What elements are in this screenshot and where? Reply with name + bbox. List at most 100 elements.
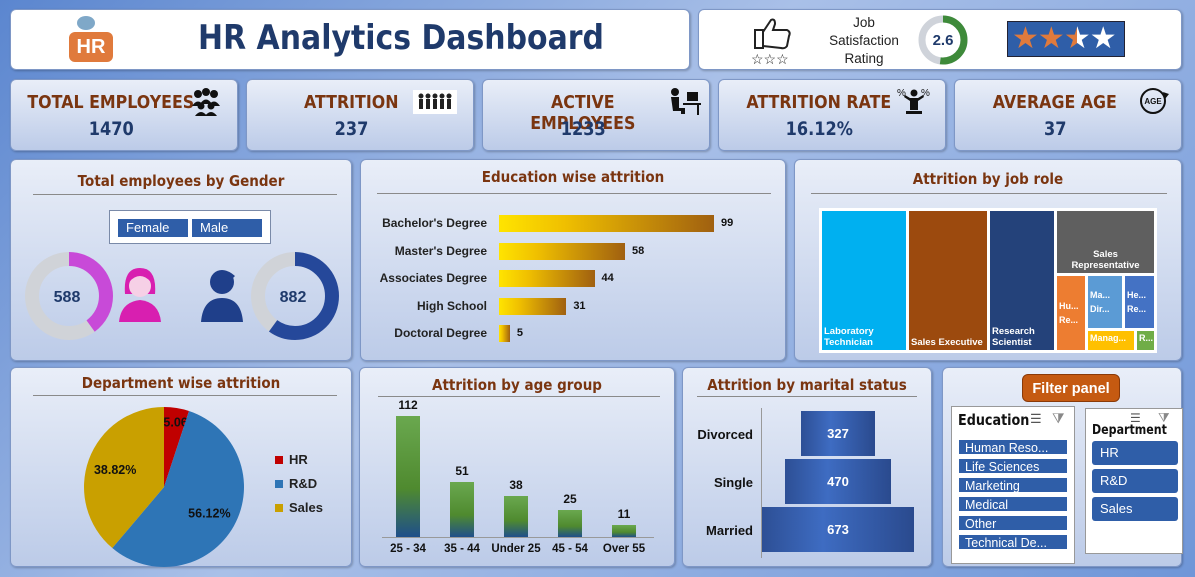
bar[interactable] <box>499 242 625 260</box>
funnel-bar[interactable]: 673 <box>762 507 914 552</box>
title-divider <box>378 396 660 397</box>
legend-item-rd[interactable]: R&D <box>275 472 323 496</box>
treemap-tile[interactable]: He... Re... <box>1124 275 1155 329</box>
legend-male[interactable]: Male <box>192 219 262 237</box>
pie-slice[interactable] <box>164 407 190 487</box>
slicer-item[interactable]: Sales <box>1092 497 1178 521</box>
star-rating: ★★★★ <box>1007 21 1125 57</box>
multi-select-icon[interactable]: ☰ <box>1130 411 1141 425</box>
bar-value: 38 <box>509 477 523 492</box>
page-title: HR Analytics Dashboard <box>198 18 604 58</box>
bar[interactable] <box>504 495 528 537</box>
tile-label: Sales Executive <box>911 337 983 348</box>
female-donut: 588 <box>25 252 113 340</box>
people-leaving-icon <box>413 90 457 114</box>
panel-title: Attrition by marital status <box>707 376 907 394</box>
bar[interactable] <box>499 270 595 287</box>
kpi-value: 237 <box>334 118 369 140</box>
legend-swatch <box>275 480 283 488</box>
department-panel: Department wise attrition 5.06% 56.12% 38.… <box>10 367 352 567</box>
x-tick-label: 25 - 34 <box>390 543 426 555</box>
legend-item-hr[interactable]: HR <box>275 448 323 472</box>
bar-label: High School <box>417 298 487 313</box>
bar[interactable] <box>499 297 567 315</box>
satisfaction-label-line3: Rating <box>844 51 884 66</box>
legend-swatch <box>275 504 283 512</box>
treemap-tile[interactable]: Sales Executive <box>908 210 988 351</box>
treemap-tile[interactable]: Hu... Re... <box>1056 275 1086 351</box>
legend-label: Sales <box>289 500 323 515</box>
kpi-label: ATTRITION <box>303 92 399 113</box>
bar[interactable] <box>499 215 714 232</box>
bar[interactable] <box>612 525 636 537</box>
slicer-item[interactable]: Human Reso... <box>958 439 1068 455</box>
satisfaction-label: Job Satisfaction Rating <box>819 14 909 68</box>
row-label: Divorced <box>697 427 753 442</box>
legend-female[interactable]: Female <box>118 219 188 237</box>
row-label: Married <box>706 523 753 538</box>
bar[interactable] <box>558 509 582 537</box>
bar[interactable] <box>396 415 420 537</box>
multi-select-icon[interactable]: ☰ <box>1030 411 1042 426</box>
bar[interactable] <box>450 481 474 537</box>
kpi-label: AVERAGE AGE <box>992 92 1117 113</box>
slicer-item[interactable]: Life Sciences <box>958 458 1068 474</box>
treemap-tile[interactable]: Manag... <box>1087 330 1135 351</box>
clear-filter-icon[interactable]: ⧩ <box>1158 410 1170 425</box>
bar-value: 5 <box>516 327 523 339</box>
title-divider <box>811 193 1167 194</box>
slicer-item[interactable]: HR <box>1092 441 1178 465</box>
bar-label: Master's Degree <box>394 243 487 258</box>
tile-label: Sales Representative <box>1071 249 1140 271</box>
panel-title: Department wise attrition <box>81 374 281 392</box>
department-slicer: Department ☰ ⧩ HR R&D Sales <box>1085 408 1183 554</box>
bar[interactable] <box>499 325 510 342</box>
treemap-tile[interactable]: Research Scientist <box>989 210 1055 351</box>
panel-title: Education wise attrition <box>481 168 665 186</box>
slicer-item[interactable]: R&D <box>1092 469 1178 493</box>
bar-value: 44 <box>601 272 614 284</box>
tile-label: He... Re... <box>1127 290 1147 314</box>
slicer-item[interactable]: Technical De... <box>958 534 1068 550</box>
title-divider <box>377 193 771 194</box>
slicer-header: Education <box>958 411 1030 429</box>
treemap-tile[interactable]: Ma... Dir... <box>1087 275 1123 329</box>
treemap-tile[interactable]: R... <box>1136 330 1155 351</box>
people-group-icon <box>192 88 220 116</box>
filter-panel-title: Filter panel <box>1022 374 1120 402</box>
treemap: Laboratory Technician Sales Executive Re… <box>819 208 1157 353</box>
kpi-value: 1233 <box>560 118 606 140</box>
education-slicer: Education ☰ ⧩ Human Reso... Life Sciences… <box>951 406 1075 564</box>
treemap-tile[interactable]: Laboratory Technician <box>821 210 907 351</box>
legend-item-sales[interactable]: Sales <box>275 496 323 520</box>
slicer-item[interactable]: Medical <box>958 496 1068 512</box>
employee-at-desk-icon <box>671 88 701 115</box>
marital-panel: Attrition by marital status Divorced 327 S… <box>682 367 932 567</box>
treemap-tile[interactable]: Sales Representative <box>1056 210 1155 274</box>
funnel-bar[interactable]: 470 <box>784 459 892 504</box>
header-panel: HR HR Analytics Dashboard <box>10 9 690 70</box>
title-divider <box>33 194 337 195</box>
kpi-total-employees: TOTAL EMPLOYEES 1470 <box>10 79 238 151</box>
gender-legend: Female Male <box>109 210 271 244</box>
bar-value: 99 <box>721 217 734 229</box>
male-icon <box>201 270 243 322</box>
tile-label: Laboratory Technician <box>824 326 874 348</box>
bar-value: 25 <box>563 491 577 506</box>
agegroup-panel: Attrition by age group 112 25 - 34 51 35 - … <box>359 367 675 567</box>
filter-panel: Filter panel Education ☰ ⧩ Human Reso...… <box>942 367 1183 567</box>
kpi-attrition: ATTRITION 237 <box>246 79 474 151</box>
pie-slice[interactable] <box>112 411 245 567</box>
kpi-average-age: AVERAGE AGE 37 AGE <box>954 79 1182 151</box>
panel-title: Attrition by age group <box>432 376 602 394</box>
pie-slice[interactable] <box>84 407 164 549</box>
slicer-item[interactable]: Other <box>958 515 1068 531</box>
star-empty-icon: ★ <box>1089 22 1117 55</box>
kpi-label: TOTAL EMPLOYEES <box>27 92 195 113</box>
funnel-bar[interactable]: 327 <box>801 411 875 456</box>
slicer-item[interactable]: Marketing <box>958 477 1068 493</box>
title-divider <box>697 396 917 397</box>
kpi-value: 37 <box>1044 118 1067 140</box>
female-count: 588 <box>54 289 81 306</box>
clear-filter-icon[interactable]: ⧩ <box>1052 410 1065 426</box>
